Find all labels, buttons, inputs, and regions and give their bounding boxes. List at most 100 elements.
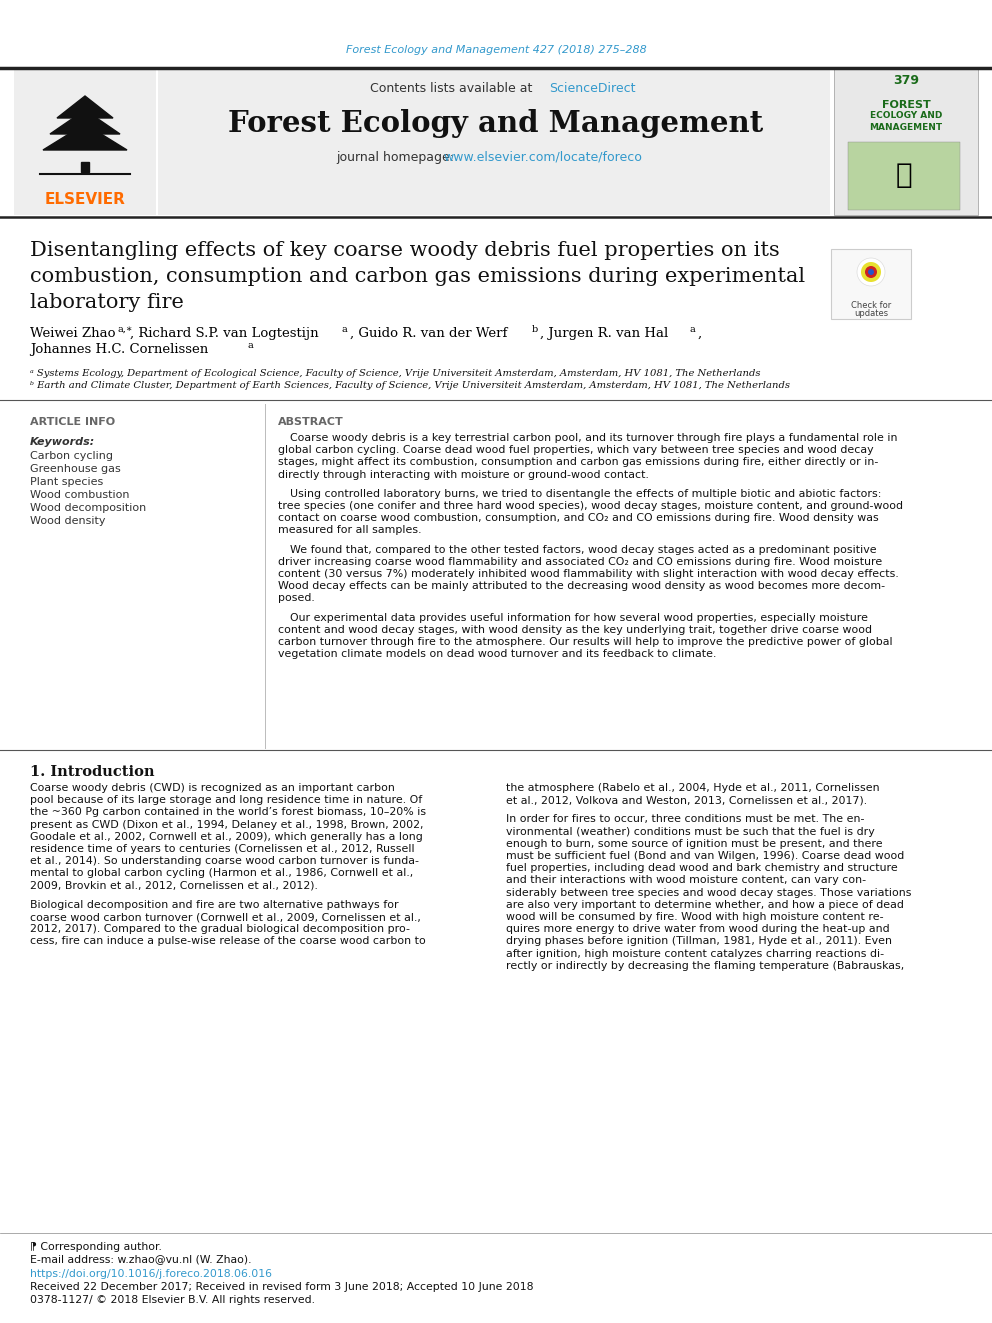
Text: Using controlled laboratory burns, we tried to disentangle the effects of multip: Using controlled laboratory burns, we tr… bbox=[290, 488, 881, 499]
Text: residence time of years to centuries (Cornelissen et al., 2012, Russell: residence time of years to centuries (Co… bbox=[30, 844, 415, 855]
Text: vegetation climate models on dead wood turnover and its feedback to climate.: vegetation climate models on dead wood t… bbox=[278, 650, 716, 659]
Text: Received 22 December 2017; Received in revised form 3 June 2018; Accepted 10 Jun: Received 22 December 2017; Received in r… bbox=[30, 1282, 534, 1293]
Text: In order for fires to occur, three conditions must be met. The en-: In order for fires to occur, three condi… bbox=[506, 815, 864, 824]
Text: www.elsevier.com/locate/foreco: www.elsevier.com/locate/foreco bbox=[443, 151, 642, 164]
Text: ECOLOGY AND: ECOLOGY AND bbox=[870, 111, 942, 120]
Text: stages, might affect its combustion, consumption and carbon gas emissions during: stages, might affect its combustion, con… bbox=[278, 458, 878, 467]
Text: updates: updates bbox=[854, 308, 888, 318]
Text: ᵇ Earth and Climate Cluster, Department of Earth Sciences, Faculty of Science, V: ᵇ Earth and Climate Cluster, Department … bbox=[30, 381, 790, 390]
Text: 0378-1127/ © 2018 Elsevier B.V. All rights reserved.: 0378-1127/ © 2018 Elsevier B.V. All righ… bbox=[30, 1295, 315, 1304]
Text: a: a bbox=[690, 325, 695, 333]
Polygon shape bbox=[57, 97, 113, 118]
Text: ⁋ Corresponding author.: ⁋ Corresponding author. bbox=[30, 1242, 162, 1252]
Text: 2012, 2017). Compared to the gradual biological decomposition pro-: 2012, 2017). Compared to the gradual bio… bbox=[30, 925, 410, 934]
Bar bbox=[158, 67, 830, 216]
Polygon shape bbox=[81, 161, 89, 172]
Text: driver increasing coarse wood flammability and associated CO₂ and CO emissions d: driver increasing coarse wood flammabili… bbox=[278, 557, 882, 566]
Text: ELSEVIER: ELSEVIER bbox=[45, 193, 125, 208]
Text: present as CWD (Dixon et al., 1994, Delaney et al., 1998, Brown, 2002,: present as CWD (Dixon et al., 1994, Dela… bbox=[30, 820, 424, 830]
Text: Keywords:: Keywords: bbox=[30, 437, 95, 447]
Text: Johannes H.C. Cornelissen: Johannes H.C. Cornelissen bbox=[30, 343, 208, 356]
Text: Wood combustion: Wood combustion bbox=[30, 490, 130, 500]
Text: a: a bbox=[342, 325, 348, 333]
Text: Wood decay effects can be mainly attributed to the decreasing wood density as wo: Wood decay effects can be mainly attribu… bbox=[278, 581, 885, 591]
Text: are also very important to determine whether, and how a piece of dead: are also very important to determine whe… bbox=[506, 900, 904, 910]
Text: Coarse woody debris (CWD) is recognized as an important carbon: Coarse woody debris (CWD) is recognized … bbox=[30, 783, 395, 792]
Text: content (30 versus 7%) moderately inhibited wood flammability with slight intera: content (30 versus 7%) moderately inhibi… bbox=[278, 569, 899, 579]
Text: Forest Ecology and Management 427 (2018) 275–288: Forest Ecology and Management 427 (2018)… bbox=[345, 45, 647, 56]
Text: , Guido R. van der Werf: , Guido R. van der Werf bbox=[350, 327, 507, 340]
Text: tree species (one conifer and three hard wood species), wood decay stages, moist: tree species (one conifer and three hard… bbox=[278, 501, 903, 511]
Text: laboratory fire: laboratory fire bbox=[30, 292, 184, 311]
Text: ABSTRACT: ABSTRACT bbox=[278, 417, 344, 427]
Text: Plant species: Plant species bbox=[30, 478, 103, 487]
Text: posed.: posed. bbox=[278, 594, 314, 603]
Text: rectly or indirectly by decreasing the flaming temperature (Babrauskas,: rectly or indirectly by decreasing the f… bbox=[506, 960, 905, 971]
Text: Biological decomposition and fire are two alternative pathways for: Biological decomposition and fire are tw… bbox=[30, 900, 399, 910]
Text: Contents lists available at: Contents lists available at bbox=[370, 82, 537, 94]
Text: https://doi.org/10.1016/j.foreco.2018.06.016: https://doi.org/10.1016/j.foreco.2018.06… bbox=[30, 1269, 272, 1279]
Text: Wood density: Wood density bbox=[30, 516, 105, 527]
Text: content and wood decay stages, with wood density as the key underlying trait, to: content and wood decay stages, with wood… bbox=[278, 624, 872, 635]
Text: after ignition, high moisture content catalyzes charring reactions di-: after ignition, high moisture content ca… bbox=[506, 949, 884, 959]
Text: Check for: Check for bbox=[851, 300, 891, 310]
Bar bbox=[14, 67, 156, 216]
Text: coarse wood carbon turnover (Cornwell et al., 2009, Cornelissen et al.,: coarse wood carbon turnover (Cornwell et… bbox=[30, 912, 421, 922]
Text: et al., 2014). So understanding coarse wood carbon turnover is funda-: et al., 2014). So understanding coarse w… bbox=[30, 856, 419, 867]
Text: global carbon cycling. Coarse dead wood fuel properties, which vary between tree: global carbon cycling. Coarse dead wood … bbox=[278, 446, 874, 455]
FancyBboxPatch shape bbox=[831, 249, 911, 319]
Text: the ~360 Pg carbon contained in the world’s forest biomass, 10–20% is: the ~360 Pg carbon contained in the worl… bbox=[30, 807, 427, 818]
Bar bbox=[834, 67, 978, 216]
Text: and their interactions with wood moisture content, can vary con-: and their interactions with wood moistur… bbox=[506, 876, 866, 885]
Text: 379: 379 bbox=[893, 74, 919, 86]
Text: the atmosphere (Rabelo et al., 2004, Hyde et al., 2011, Cornelissen: the atmosphere (Rabelo et al., 2004, Hyd… bbox=[506, 783, 880, 792]
Text: must be sufficient fuel (Bond and van Wilgen, 1996). Coarse dead wood: must be sufficient fuel (Bond and van Wi… bbox=[506, 851, 905, 861]
Text: ᵃ Systems Ecology, Department of Ecological Science, Faculty of Science, Vrije U: ᵃ Systems Ecology, Department of Ecologi… bbox=[30, 369, 761, 377]
Text: contact on coarse wood combustion, consumption, and CO₂ and CO emissions during : contact on coarse wood combustion, consu… bbox=[278, 513, 879, 523]
Text: pool because of its large storage and long residence time in nature. Of: pool because of its large storage and lo… bbox=[30, 795, 423, 806]
Circle shape bbox=[857, 258, 885, 286]
Text: 1. Introduction: 1. Introduction bbox=[30, 765, 155, 779]
Text: We found that, compared to the other tested factors, wood decay stages acted as : We found that, compared to the other tes… bbox=[290, 545, 877, 554]
Text: MANAGEMENT: MANAGEMENT bbox=[869, 123, 942, 131]
Text: a,∗: a,∗ bbox=[117, 325, 133, 333]
Text: 2009, Brovkin et al., 2012, Cornelissen et al., 2012).: 2009, Brovkin et al., 2012, Cornelissen … bbox=[30, 881, 317, 890]
Text: wood will be consumed by fire. Wood with high moisture content re-: wood will be consumed by fire. Wood with… bbox=[506, 912, 884, 922]
Text: Forest Ecology and Management: Forest Ecology and Management bbox=[228, 108, 764, 138]
Text: quires more energy to drive water from wood during the heat-up and: quires more energy to drive water from w… bbox=[506, 925, 890, 934]
Text: journal homepage:: journal homepage: bbox=[336, 151, 458, 164]
Text: carbon turnover through fire to the atmosphere. Our results will help to improve: carbon turnover through fire to the atmo… bbox=[278, 636, 893, 647]
Circle shape bbox=[868, 269, 874, 275]
Text: a: a bbox=[248, 341, 254, 351]
Text: , Jurgen R. van Hal: , Jurgen R. van Hal bbox=[540, 327, 669, 340]
Text: et al., 2012, Volkova and Weston, 2013, Cornelissen et al., 2017).: et al., 2012, Volkova and Weston, 2013, … bbox=[506, 795, 867, 806]
Polygon shape bbox=[50, 110, 120, 134]
Text: Goodale et al., 2002, Cornwell et al., 2009), which generally has a long: Goodale et al., 2002, Cornwell et al., 2… bbox=[30, 832, 423, 841]
Circle shape bbox=[865, 266, 877, 278]
Text: Greenhouse gas: Greenhouse gas bbox=[30, 464, 121, 474]
Text: measured for all samples.: measured for all samples. bbox=[278, 525, 422, 536]
Text: ScienceDirect: ScienceDirect bbox=[549, 82, 636, 94]
Text: Carbon cycling: Carbon cycling bbox=[30, 451, 113, 460]
Text: , Richard S.P. van Logtestijn: , Richard S.P. van Logtestijn bbox=[130, 327, 318, 340]
Text: E-mail address: w.zhao@vu.nl (W. Zhao).: E-mail address: w.zhao@vu.nl (W. Zhao). bbox=[30, 1254, 252, 1263]
Text: Wood decomposition: Wood decomposition bbox=[30, 503, 146, 513]
Text: directly through interacting with moisture or ground-wood contact.: directly through interacting with moistu… bbox=[278, 470, 649, 480]
Text: siderably between tree species and wood decay stages. Those variations: siderably between tree species and wood … bbox=[506, 888, 912, 897]
Text: Our experimental data provides useful information for how several wood propertie: Our experimental data provides useful in… bbox=[290, 613, 868, 623]
Text: ARTICLE INFO: ARTICLE INFO bbox=[30, 417, 115, 427]
Text: enough to burn, some source of ignition must be present, and there: enough to burn, some source of ignition … bbox=[506, 839, 883, 849]
Text: Disentangling effects of key coarse woody debris fuel properties on its: Disentangling effects of key coarse wood… bbox=[30, 241, 780, 259]
Text: combustion, consumption and carbon gas emissions during experimental: combustion, consumption and carbon gas e… bbox=[30, 266, 806, 286]
Text: mental to global carbon cycling (Harmon et al., 1986, Cornwell et al.,: mental to global carbon cycling (Harmon … bbox=[30, 868, 414, 878]
Text: Weiwei Zhao: Weiwei Zhao bbox=[30, 327, 115, 340]
Text: fuel properties, including dead wood and bark chemistry and structure: fuel properties, including dead wood and… bbox=[506, 863, 898, 873]
Text: Coarse woody debris is a key terrestrial carbon pool, and its turnover through f: Coarse woody debris is a key terrestrial… bbox=[290, 433, 898, 443]
Bar bbox=[848, 142, 960, 210]
Text: drying phases before ignition (Tillman, 1981, Hyde et al., 2011). Even: drying phases before ignition (Tillman, … bbox=[506, 937, 892, 946]
Text: cess, fire can induce a pulse-wise release of the coarse wood carbon to: cess, fire can induce a pulse-wise relea… bbox=[30, 937, 426, 946]
Polygon shape bbox=[43, 124, 127, 149]
Text: vironmental (weather) conditions must be such that the fuel is dry: vironmental (weather) conditions must be… bbox=[506, 827, 875, 836]
Text: 🌍: 🌍 bbox=[896, 161, 913, 189]
Text: b: b bbox=[532, 325, 539, 333]
